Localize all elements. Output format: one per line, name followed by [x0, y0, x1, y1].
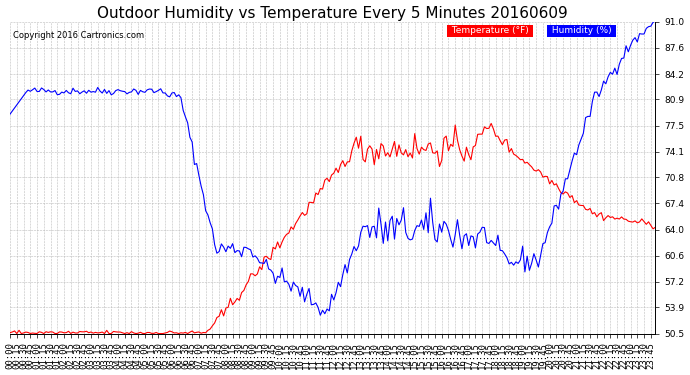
Text: Copyright 2016 Cartronics.com: Copyright 2016 Cartronics.com [13, 31, 144, 40]
Text: Humidity (%): Humidity (%) [549, 26, 614, 35]
Title: Outdoor Humidity vs Temperature Every 5 Minutes 20160609: Outdoor Humidity vs Temperature Every 5 … [97, 6, 568, 21]
Text: Temperature (°F): Temperature (°F) [448, 26, 531, 35]
